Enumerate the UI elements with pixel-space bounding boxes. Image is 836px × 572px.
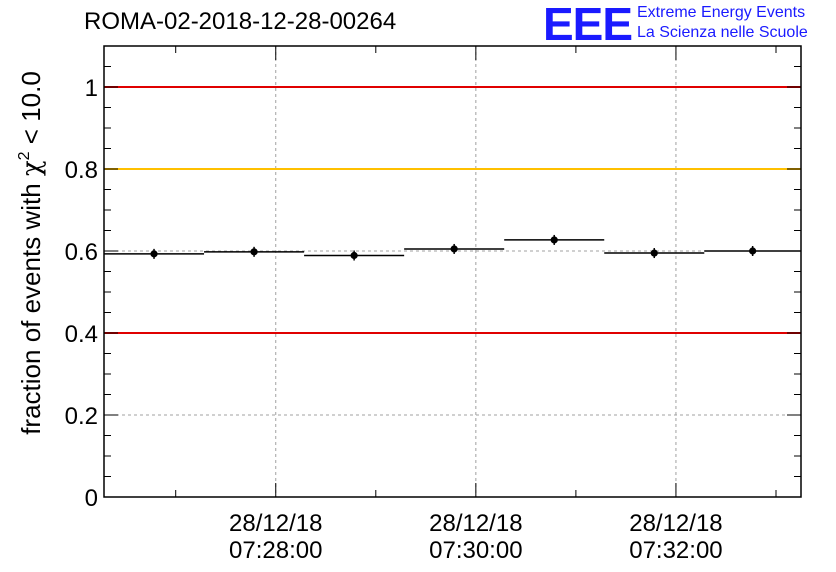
plot-frame xyxy=(103,45,802,498)
y-axis-label: fraction of events with χ2 < 10.0 xyxy=(16,71,47,435)
x-tick-date-label: 28/12/18 xyxy=(629,510,722,537)
data-point xyxy=(604,248,705,259)
data-point-marker xyxy=(150,250,158,258)
data-point-marker xyxy=(450,245,458,253)
data-point xyxy=(104,248,205,259)
data-point xyxy=(204,246,305,257)
y-tick-label: 0.4 xyxy=(65,321,98,348)
axis-labels: 00.20.40.60.8128/12/1807:28:0028/12/1807… xyxy=(65,75,723,564)
y-axis-label-symbol: χ xyxy=(17,160,47,176)
data-point-marker xyxy=(350,251,358,260)
x-tick-date-label: 28/12/18 xyxy=(229,510,322,537)
x-tick-time-label: 07:30:00 xyxy=(429,537,522,564)
y-tick-label: 0 xyxy=(85,485,98,512)
y-axis-label-superscript: 2 xyxy=(16,151,33,160)
data-points xyxy=(104,234,801,261)
logo-line-1: Extreme Energy Events xyxy=(637,4,806,21)
data-point-marker xyxy=(250,248,258,256)
data-point-marker xyxy=(550,236,558,244)
y-tick-label: 1 xyxy=(85,75,98,102)
data-point xyxy=(704,246,801,256)
reference-lines xyxy=(104,86,801,334)
data-point xyxy=(304,250,405,261)
logo-line-2: La Scienza nelle Scuole xyxy=(637,24,808,41)
data-point-marker xyxy=(749,247,757,255)
y-tick-label: 0.2 xyxy=(65,403,98,430)
y-axis-label-suffix: < 10.0 xyxy=(16,71,46,151)
run-title: ROMA-02-2018-12-28-00264 xyxy=(84,8,397,35)
x-tick-date-label: 28/12/18 xyxy=(429,510,522,537)
y-tick-label: 0.6 xyxy=(65,239,98,266)
grid-layer xyxy=(104,46,801,497)
y-tick-label: 0.8 xyxy=(65,157,98,184)
y-axis-label-prefix: fraction of events with xyxy=(16,176,46,435)
plot-border xyxy=(103,45,802,498)
data-point xyxy=(404,243,505,254)
eee-logo: EEE xyxy=(543,0,633,50)
axis-ticks xyxy=(104,45,801,498)
data-point xyxy=(504,234,605,245)
x-tick-time-label: 07:28:00 xyxy=(229,537,322,564)
data-point-marker xyxy=(650,249,658,257)
x-tick-time-label: 07:32:00 xyxy=(629,537,722,564)
